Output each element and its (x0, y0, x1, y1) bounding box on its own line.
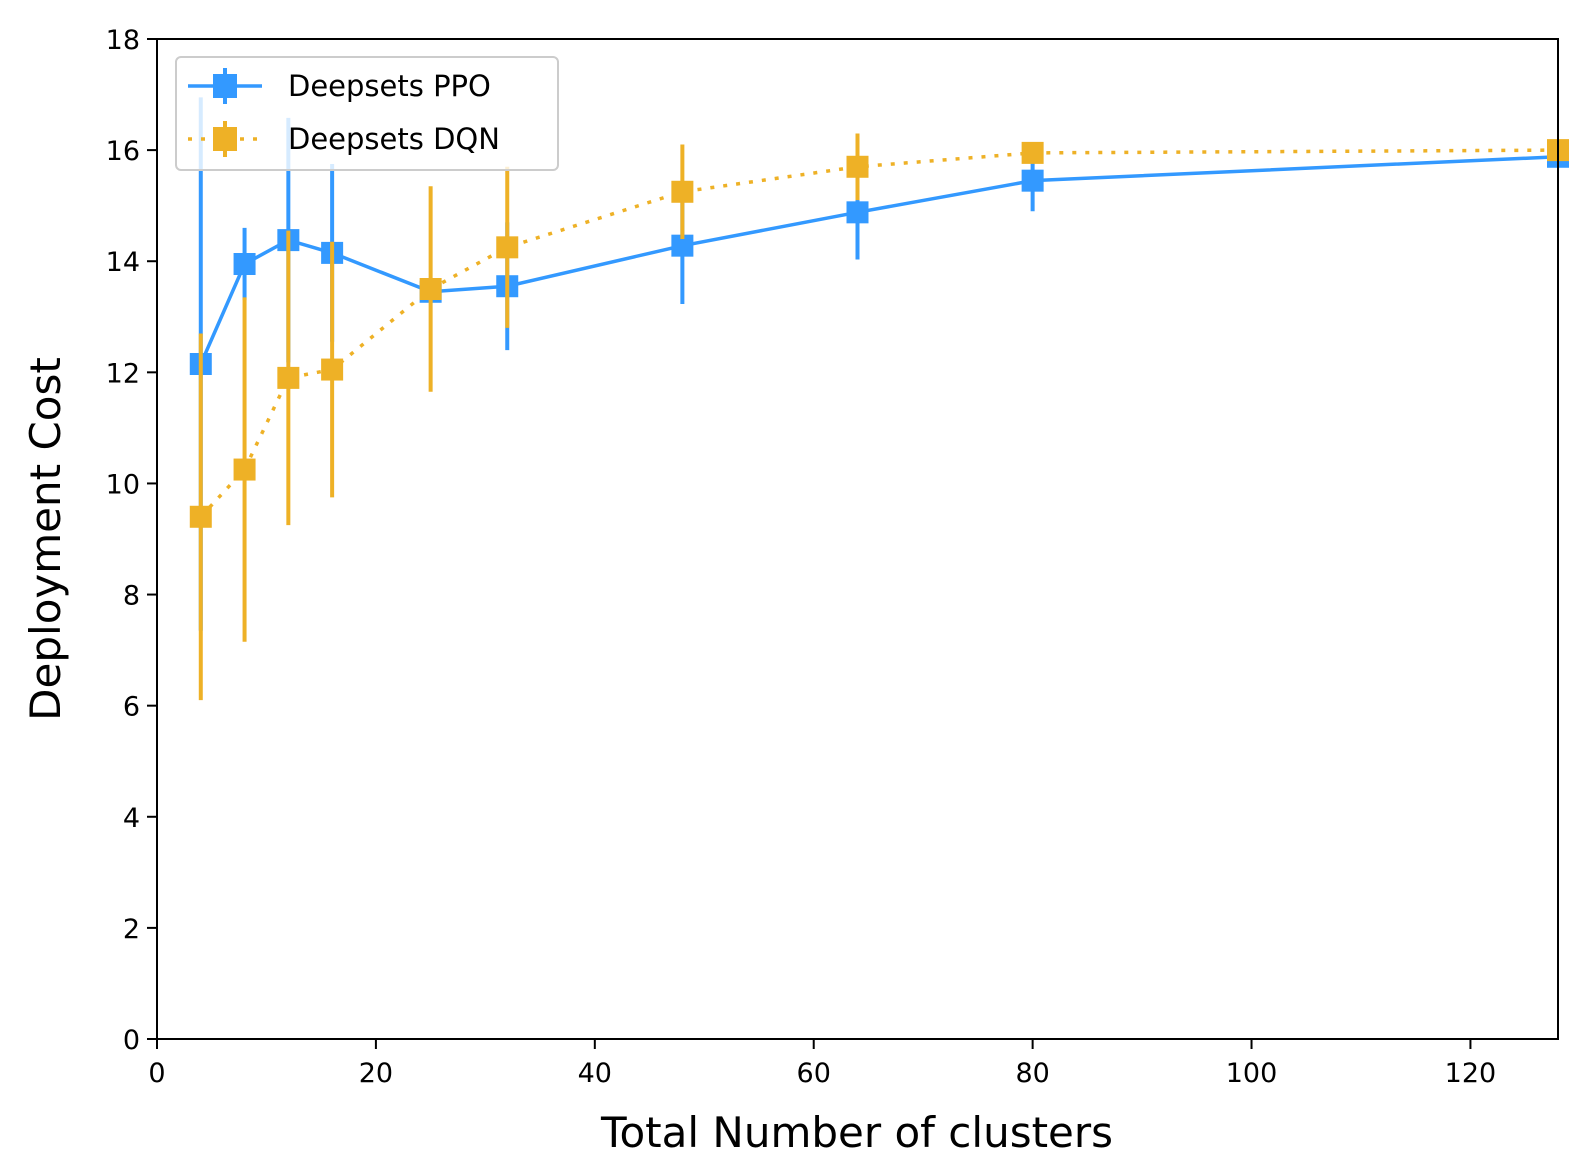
y-tick-label: 18 (106, 25, 140, 56)
x-tick-label: 60 (797, 1058, 831, 1089)
data-point (496, 236, 519, 259)
series-line (199, 148, 1559, 518)
x-tick-label: 40 (578, 1058, 612, 1089)
series-deepsets-dqn (189, 133, 1569, 701)
data-point (277, 366, 300, 389)
legend-label-deepsets-dqn: Deepsets DQN (288, 122, 500, 156)
data-point (671, 234, 694, 257)
data-point (1021, 141, 1044, 164)
data-point (189, 505, 212, 528)
data-point (321, 358, 344, 381)
legend: Deepsets PPO Deepsets DQN (175, 56, 559, 171)
y-tick-label: 16 (106, 136, 140, 167)
x-tick-label: 100 (1226, 1058, 1278, 1089)
y-tick-label: 6 (123, 692, 140, 723)
x-tick-label: 0 (148, 1058, 165, 1089)
y-tick-label: 14 (106, 247, 140, 278)
data-layer (189, 97, 1569, 701)
y-axis-label: Deployment Cost (21, 357, 70, 721)
legend-label-deepsets-ppo: Deepsets PPO (288, 69, 491, 103)
legend-entry-deepsets-dqn: Deepsets DQN (188, 121, 500, 157)
y-tick-label: 10 (106, 469, 140, 500)
y-tick-label: 8 (123, 581, 140, 612)
data-point (846, 201, 869, 224)
legend-box (175, 56, 559, 171)
data-point (233, 253, 256, 275)
y-tick-label: 2 (123, 914, 140, 945)
y-tick-label: 12 (106, 358, 140, 389)
legend-entry-deepsets-ppo: Deepsets PPO (188, 68, 491, 104)
data-point (233, 458, 256, 481)
x-axis-ticks: 0 20 40 60 80 100 120 (148, 1039, 1496, 1089)
plot-frame (156, 38, 1559, 1040)
x-tick-label: 20 (359, 1058, 393, 1089)
y-tick-label: 0 (123, 1025, 140, 1056)
x-tick-label: 120 (1445, 1058, 1497, 1089)
series-line (199, 155, 1559, 365)
data-point (671, 180, 694, 203)
data-point (846, 155, 869, 178)
data-point (419, 278, 442, 300)
x-axis-label: Total Number of clusters (600, 1108, 1113, 1157)
x-tick-label: 80 (1015, 1058, 1049, 1089)
data-point (1021, 169, 1044, 192)
legend-swatch-marker (213, 74, 237, 98)
y-axis-ticks: 0 2 4 6 8 10 12 14 16 18 (106, 25, 157, 1056)
legend-swatch-marker (213, 127, 237, 151)
y-tick-label: 4 (123, 803, 140, 834)
